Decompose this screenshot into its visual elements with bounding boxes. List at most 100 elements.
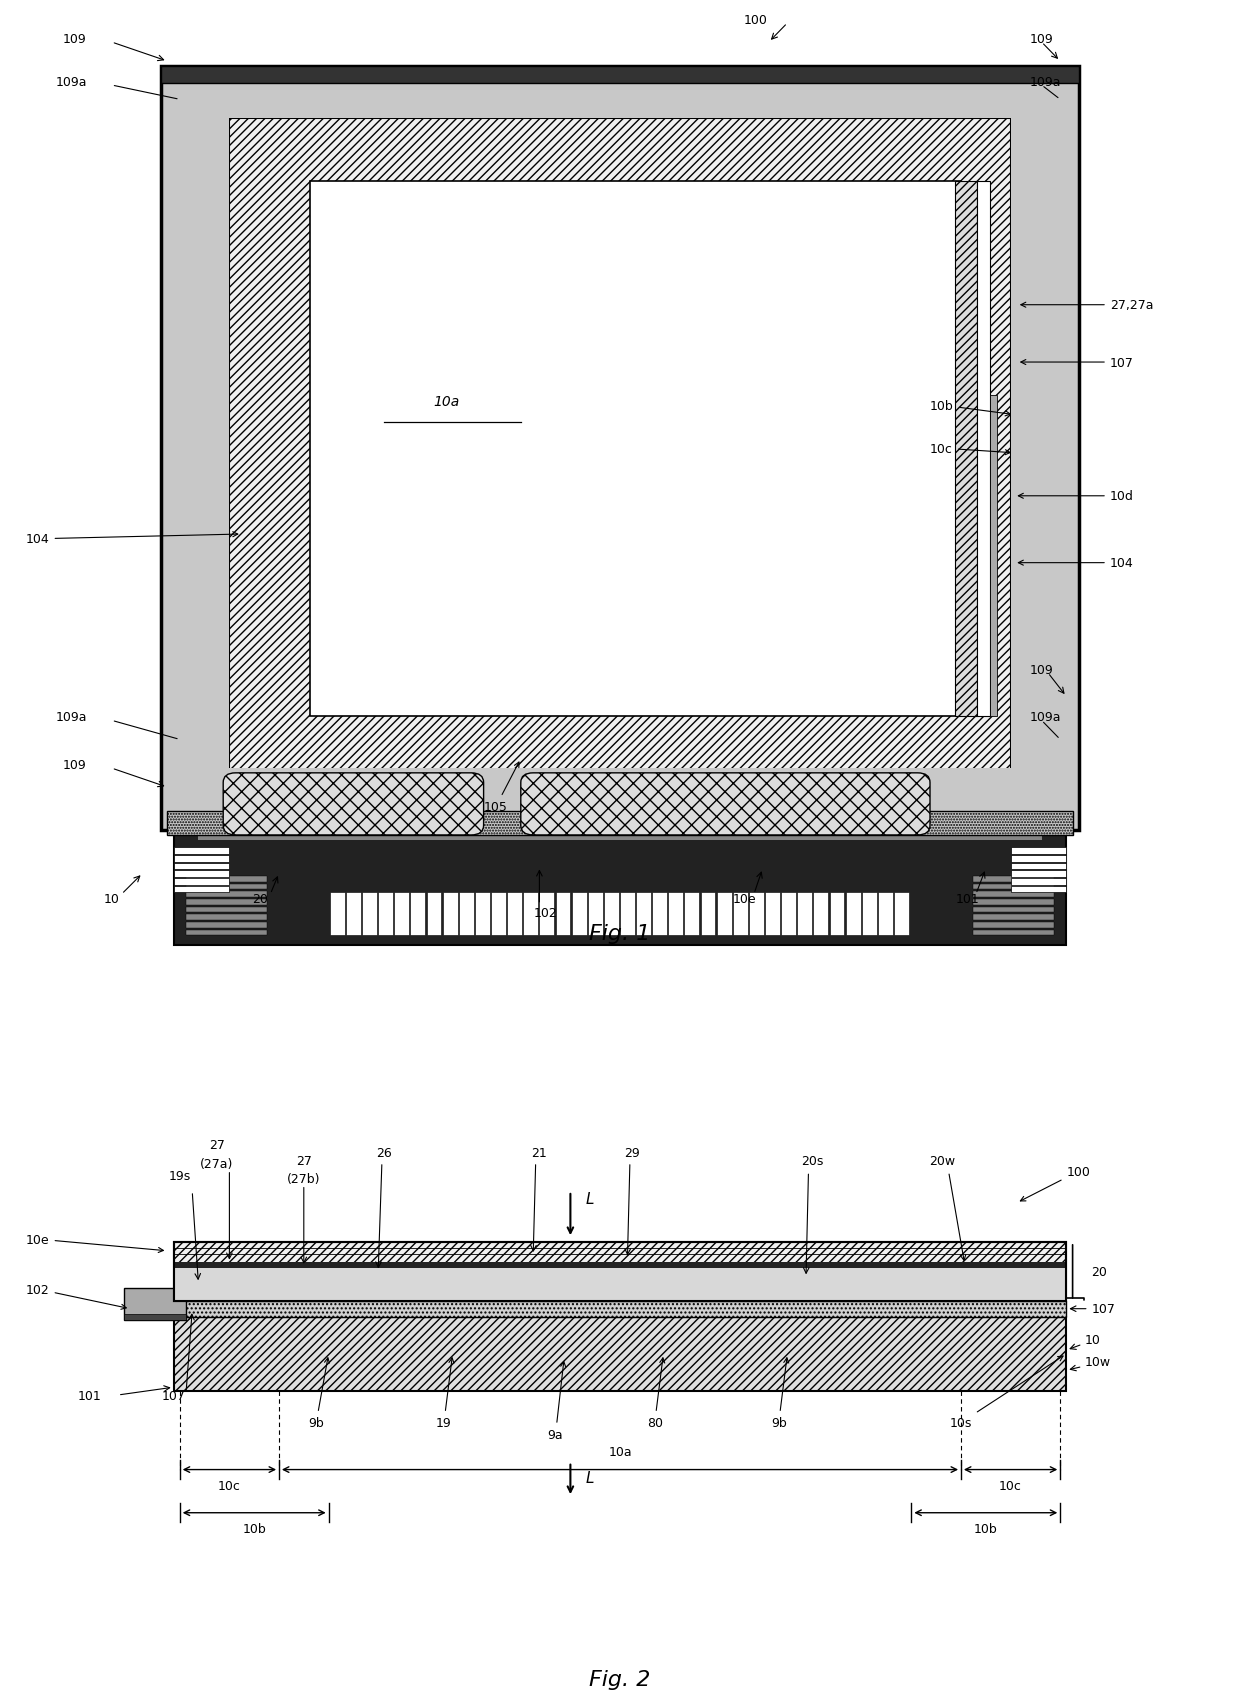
Bar — [174, 1301, 1066, 1316]
Text: 27: 27 — [296, 1154, 311, 1166]
Text: 19s: 19s — [169, 1170, 191, 1183]
Bar — [862, 893, 877, 936]
Bar — [701, 893, 715, 936]
Text: 26: 26 — [377, 1146, 392, 1159]
Bar — [330, 893, 345, 936]
Text: Fig. 2: Fig. 2 — [589, 1669, 651, 1690]
Bar — [813, 893, 828, 936]
Text: 104: 104 — [26, 532, 238, 546]
Bar — [174, 1316, 1066, 1391]
Text: 10s: 10s — [950, 1355, 1063, 1429]
Bar — [186, 885, 267, 890]
Bar — [668, 893, 683, 936]
Bar — [161, 66, 229, 830]
Bar — [973, 892, 1054, 897]
Text: 20s: 20s — [801, 1154, 823, 1166]
Text: (27a): (27a) — [201, 1158, 233, 1171]
FancyBboxPatch shape — [223, 774, 484, 835]
Bar — [174, 1262, 1066, 1269]
Bar — [410, 893, 425, 936]
Text: 102: 102 — [26, 1282, 126, 1309]
Bar — [1011, 887, 1066, 893]
Bar — [973, 900, 1054, 905]
Bar — [604, 893, 619, 936]
Bar — [346, 893, 361, 936]
Text: 101: 101 — [955, 892, 980, 905]
Bar — [161, 66, 1079, 84]
Text: 101: 101 — [78, 1390, 102, 1402]
Bar — [652, 893, 667, 936]
Text: 107: 107 — [1091, 1303, 1115, 1316]
Bar — [394, 893, 409, 936]
Bar — [556, 893, 570, 936]
Text: 10c: 10c — [999, 1480, 1022, 1492]
Bar — [620, 893, 635, 936]
Bar — [161, 66, 1079, 119]
Text: Fig. 1: Fig. 1 — [589, 924, 651, 943]
Bar — [973, 929, 1054, 936]
Text: 100: 100 — [744, 14, 768, 27]
Bar — [894, 893, 909, 936]
Bar — [797, 893, 812, 936]
Text: 107: 107 — [1021, 356, 1133, 370]
Text: 27,27a: 27,27a — [1021, 298, 1153, 312]
Text: 109: 109 — [1029, 663, 1053, 677]
Text: 20: 20 — [1091, 1265, 1107, 1279]
Text: L: L — [585, 1192, 594, 1207]
Bar — [174, 887, 229, 893]
Text: 10a: 10a — [608, 1446, 632, 1458]
Text: 10b: 10b — [242, 1523, 267, 1536]
Bar — [186, 907, 267, 912]
Text: 107: 107 — [161, 1390, 185, 1402]
Text: 104: 104 — [1018, 558, 1133, 569]
Bar — [378, 893, 393, 936]
Text: 109: 109 — [63, 32, 87, 46]
Text: 9a: 9a — [548, 1362, 565, 1441]
Text: 109a: 109a — [1029, 711, 1060, 725]
FancyBboxPatch shape — [521, 774, 930, 835]
Text: 10d: 10d — [1018, 489, 1133, 503]
Text: 80: 80 — [647, 1357, 665, 1429]
Bar — [973, 914, 1054, 921]
Text: 109a: 109a — [1029, 77, 1060, 89]
Bar — [1011, 66, 1079, 830]
Text: 10e: 10e — [26, 1233, 164, 1253]
Bar — [749, 893, 764, 936]
Text: 102: 102 — [533, 907, 558, 919]
Bar — [1011, 871, 1066, 878]
Text: 9b: 9b — [309, 1357, 330, 1429]
Bar — [973, 922, 1054, 928]
Text: 27: 27 — [210, 1139, 224, 1151]
Bar — [174, 863, 229, 870]
Text: 19: 19 — [436, 1357, 454, 1429]
Bar — [636, 893, 651, 936]
Bar — [124, 1315, 186, 1321]
Text: 10a: 10a — [433, 396, 460, 409]
Bar — [491, 893, 506, 936]
Text: 105: 105 — [484, 762, 520, 813]
Bar — [973, 876, 1054, 881]
Bar — [198, 777, 1042, 841]
Bar — [186, 876, 267, 881]
Bar — [362, 893, 377, 936]
Bar — [186, 892, 267, 897]
Bar — [1011, 878, 1066, 885]
Bar — [459, 893, 474, 936]
Bar — [174, 1243, 1066, 1301]
Bar — [878, 893, 893, 936]
Text: 29: 29 — [625, 1146, 640, 1159]
Bar — [588, 893, 603, 936]
Text: 109: 109 — [63, 759, 87, 772]
Text: 10: 10 — [104, 892, 119, 905]
Bar — [507, 893, 522, 936]
Text: 10e: 10e — [732, 892, 756, 905]
Bar — [427, 893, 441, 936]
Bar — [186, 914, 267, 921]
Bar — [186, 929, 267, 936]
Bar — [310, 181, 961, 716]
Bar — [846, 893, 861, 936]
Text: 109a: 109a — [56, 77, 87, 89]
Bar — [781, 893, 796, 936]
Bar — [174, 847, 229, 854]
Bar — [977, 181, 990, 716]
